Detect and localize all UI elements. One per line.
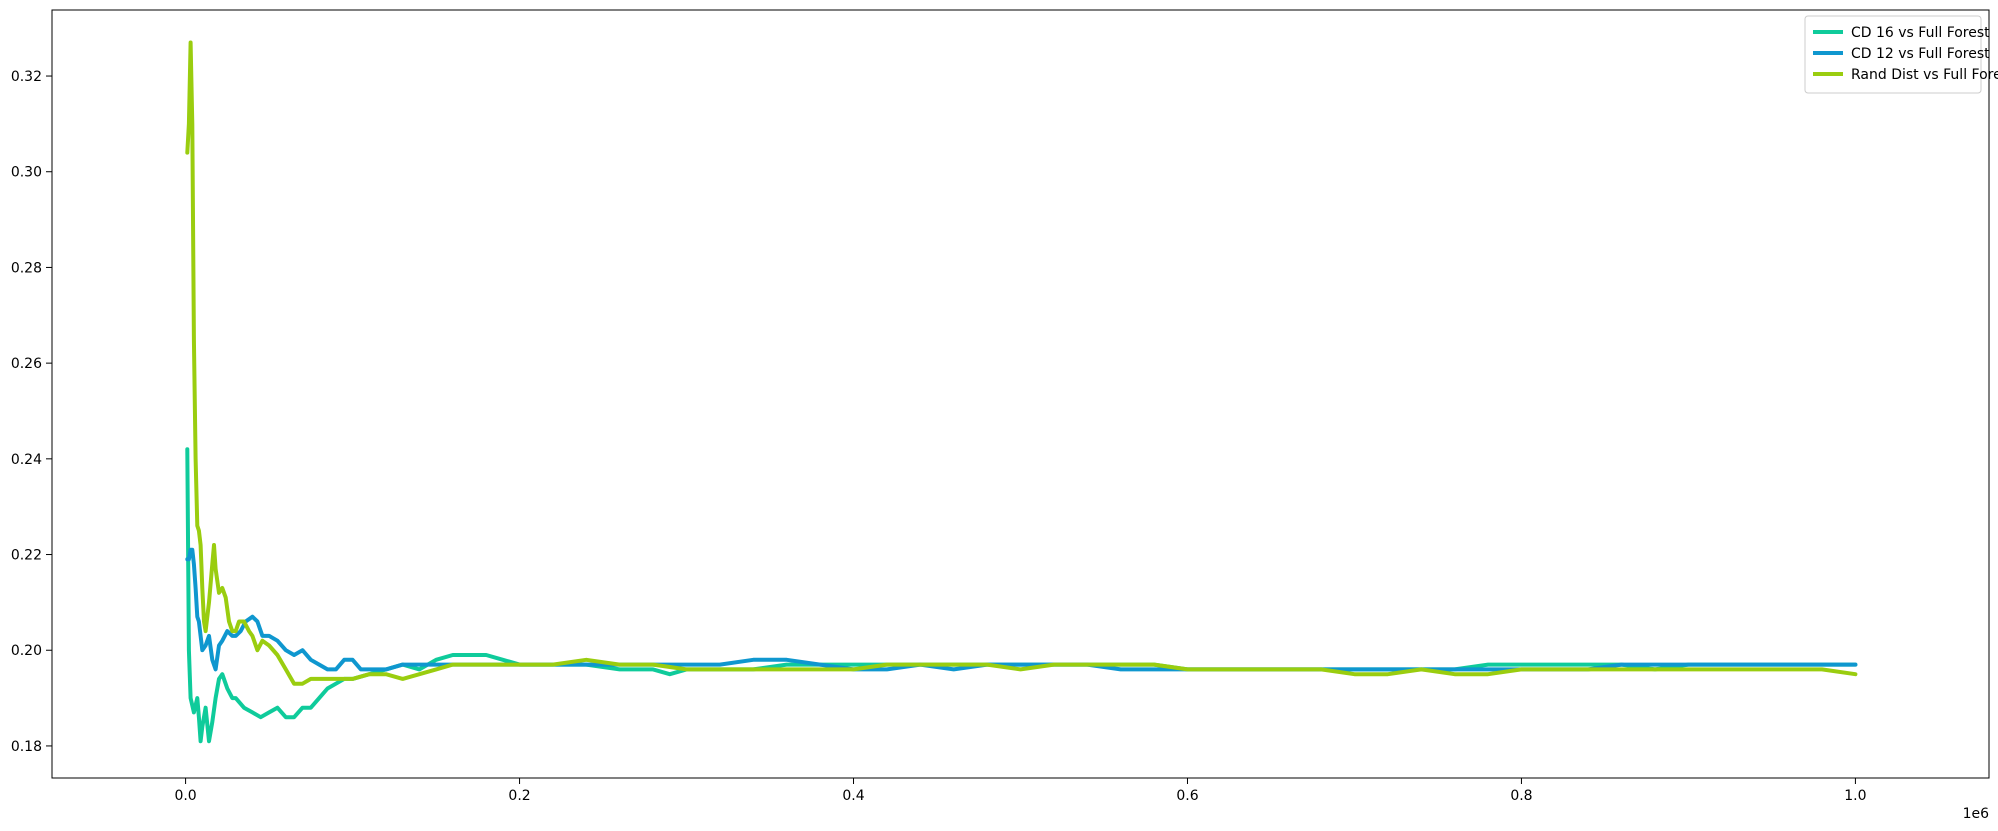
y-tick-label: 0.28	[11, 260, 42, 276]
series-line-3	[185, 40, 1858, 686]
y-tick-label: 0.18	[11, 739, 42, 755]
x-tick-label: 1.0	[1844, 788, 1866, 804]
x-tick-label: 0.4	[842, 788, 864, 804]
x-axis: 0.0 0.2 0.4 0.6 0.8 1.0	[174, 778, 1867, 804]
plot-frame	[51, 9, 1990, 779]
legend-label: Rand Dist vs Full Forest	[1851, 67, 1998, 83]
legend-label: CD 16 vs Full Forest	[1851, 25, 1990, 41]
x-axis-offset-label: 1e6	[1963, 806, 1990, 822]
series-layer	[185, 40, 1858, 744]
x-tick-label: 0.6	[1176, 788, 1198, 804]
x-tick-label: 0.8	[1510, 788, 1532, 804]
y-axis: 0.18 0.20 0.22 0.24 0.26 0.28 0.30 0.32	[11, 69, 52, 755]
legend-box	[1804, 15, 1982, 94]
y-tick-label: 0.32	[11, 69, 42, 85]
y-tick-label: 0.24	[11, 452, 42, 468]
y-tick-label: 0.20	[11, 643, 42, 659]
y-tick-label: 0.26	[11, 356, 42, 372]
plot-background	[52, 10, 1989, 778]
x-tick-label: 0.0	[174, 788, 196, 804]
legend: CD 16 vs Full Forest CD 12 vs Full Forest…	[1804, 15, 1998, 94]
y-tick-label: 0.22	[11, 548, 42, 564]
legend-label: CD 12 vs Full Forest	[1851, 46, 1990, 62]
x-tick-label: 0.2	[508, 788, 530, 804]
y-tick-label: 0.30	[11, 165, 42, 181]
